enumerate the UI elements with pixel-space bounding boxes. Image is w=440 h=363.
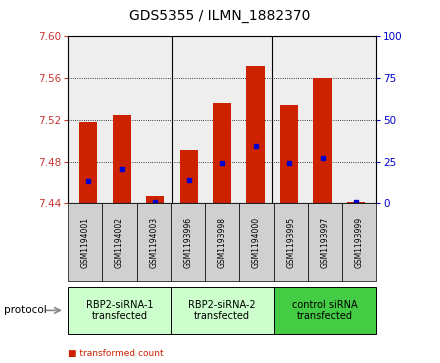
- Text: RBP2-siRNA-2
transfected: RBP2-siRNA-2 transfected: [188, 299, 256, 321]
- Text: protocol: protocol: [4, 305, 47, 315]
- Text: GSM1193997: GSM1193997: [320, 217, 330, 268]
- Text: GSM1193995: GSM1193995: [286, 217, 295, 268]
- Text: GSM1194001: GSM1194001: [81, 217, 90, 268]
- Text: RBP2-siRNA-1
transfected: RBP2-siRNA-1 transfected: [86, 299, 153, 321]
- Bar: [280, 105, 298, 203]
- Text: GSM1194002: GSM1194002: [115, 217, 124, 268]
- Bar: [347, 202, 365, 203]
- Text: GSM1193998: GSM1193998: [218, 217, 227, 268]
- Text: GSM1194003: GSM1194003: [149, 217, 158, 268]
- Text: ■ transformed count: ■ transformed count: [68, 350, 164, 358]
- Bar: [146, 196, 165, 203]
- Bar: [213, 103, 231, 203]
- Text: control siRNA
transfected: control siRNA transfected: [292, 299, 358, 321]
- Bar: [180, 150, 198, 203]
- Bar: [313, 78, 332, 203]
- Text: GSM1193999: GSM1193999: [355, 217, 363, 268]
- Text: GSM1193996: GSM1193996: [183, 217, 192, 268]
- Bar: [246, 65, 265, 203]
- Text: GDS5355 / ILMN_1882370: GDS5355 / ILMN_1882370: [129, 9, 311, 23]
- Bar: [79, 122, 98, 203]
- Text: GSM1194000: GSM1194000: [252, 217, 261, 268]
- Bar: [113, 115, 131, 203]
